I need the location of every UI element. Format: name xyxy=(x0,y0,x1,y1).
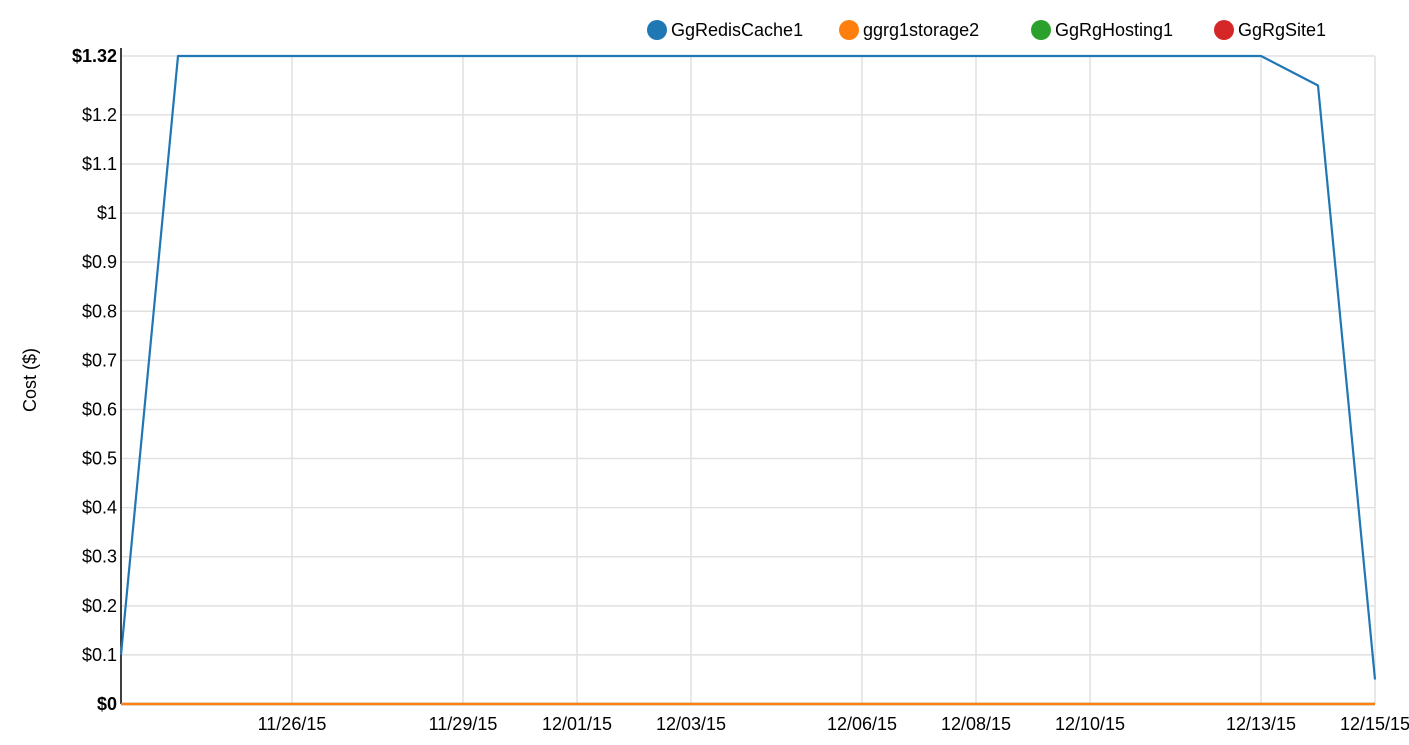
legend-swatch-ggrg1storage2 xyxy=(839,20,859,40)
y-tick-label: $0.1 xyxy=(82,645,117,665)
legend-swatch-ggrghosting1 xyxy=(1031,20,1051,40)
legend-swatch-ggrgsite1 xyxy=(1214,20,1234,40)
series-line-ggrediscache1 xyxy=(119,54,1377,680)
x-tick-label: 12/15/15 xyxy=(1340,714,1409,734)
y-tick-label: $0.8 xyxy=(82,301,117,321)
y-tick-label: $1.1 xyxy=(82,154,117,174)
legend-label-ggrghosting1: GgRgHosting1 xyxy=(1055,20,1173,40)
y-gridlines xyxy=(121,55,1375,656)
x-tick-label: 12/13/15 xyxy=(1226,714,1296,734)
x-tick-label: 12/03/15 xyxy=(656,714,726,734)
x-tick-label: 12/01/15 xyxy=(542,714,612,734)
y-tick-label: $0.4 xyxy=(82,498,117,518)
y-tick-label: $0 xyxy=(97,694,117,714)
x-gridlines xyxy=(291,56,1376,704)
y-tick-label: $0.2 xyxy=(82,596,117,616)
y-tick-label: $1.2 xyxy=(82,105,117,125)
chart-legend: GgRedisCache1 ggrg1storage2 GgRgHosting1 Gg… xyxy=(647,20,1326,40)
x-tick-label: 11/26/15 xyxy=(258,714,327,734)
y-tick-label: $0.6 xyxy=(82,399,117,419)
legend-label-ggrgsite1: GgRgSite1 xyxy=(1238,20,1326,40)
y-tick-label: $0.9 xyxy=(82,252,117,272)
y-axis-tick-labels: $0 $0.1 $0.2 $0.3 $0.4 $0.5 $0.6 $0.7 $0.8 $0.9 $1… xyxy=(72,46,117,714)
x-tick-label: 12/06/15 xyxy=(827,714,897,734)
x-tick-label: 11/29/15 xyxy=(429,714,498,734)
y-tick-label: $0.3 xyxy=(82,547,117,567)
legend-label-ggrg1storage2: ggrg1storage2 xyxy=(863,20,979,40)
legend-swatch-ggrediscache1 xyxy=(647,20,667,40)
y-tick-label: $1.32 xyxy=(72,46,117,66)
y-tick-label: $0.5 xyxy=(82,449,117,469)
y-axis-title: Cost ($) xyxy=(20,348,40,412)
y-tick-label: $0.7 xyxy=(82,350,117,370)
series-lines xyxy=(119,54,1377,706)
x-tick-label: 12/10/15 xyxy=(1055,714,1125,734)
legend-label-ggrediscache1: GgRedisCache1 xyxy=(671,20,803,40)
x-axis-tick-labels: 11/26/15 11/29/15 12/01/15 12/03/15 12/06/15… xyxy=(258,714,1409,734)
x-tick-label: 12/08/15 xyxy=(941,714,1011,734)
y-tick-label: $1 xyxy=(97,203,117,223)
